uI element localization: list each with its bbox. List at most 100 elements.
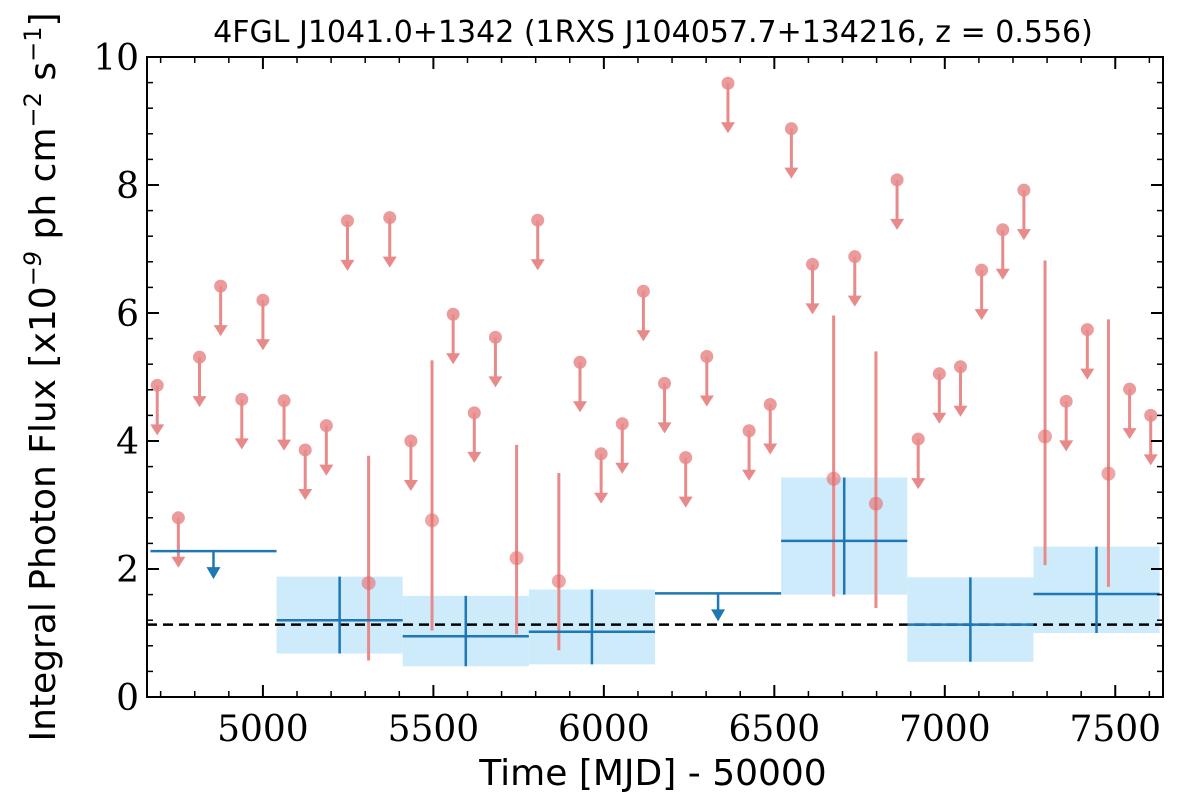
x-tick-label: 7000 [899,709,991,750]
fine-upper-limit-arrow [382,256,397,268]
fine-upper-limit-arrow [1122,428,1137,440]
fine-upper-limit-arrow [636,330,651,342]
y-axis-title-part-4: ] [23,12,64,26]
fine-upper-limit-arrow [594,492,609,504]
chart-title: 4FGL J1041.0+1342 (1RXS J104057.7+134216… [213,15,1093,50]
x-axis-title: Time [MJD] - 50000 [478,753,826,794]
fine-upper-limit-point [1059,394,1073,408]
coarse-bin-series [150,477,1160,667]
fine-detection-point [1101,466,1116,481]
y-axis-title-exp-3: −1 [19,27,47,62]
fine-upper-limit-arrow [1143,454,1158,466]
fine-upper-limit-point [594,447,608,461]
fine-upper-limit-point [1080,323,1094,337]
x-tick-label: 5500 [388,709,480,750]
fine-upper-limit-arrow [1016,229,1031,241]
y-tick-label: 6 [116,294,139,335]
fine-upper-limit-point [467,406,481,420]
fine-upper-limit-point [488,330,502,344]
fine-upper-limit-point [573,355,587,369]
fine-upper-limit-arrow [150,424,165,436]
fine-upper-limit-point [806,257,820,271]
fine-upper-limit-arrow [213,325,228,337]
y-tick-label: 10 [93,38,139,79]
fine-upper-limit-arrow [911,478,926,490]
fine-upper-limit-point [193,350,207,364]
fine-upper-limit-arrow [847,295,862,307]
fine-upper-limit-arrow [805,303,820,315]
fine-upper-limit-point [298,443,312,457]
fine-detection-point [826,471,841,486]
fine-upper-limit-point [658,376,672,390]
x-tick-label: 6500 [729,709,821,750]
fine-detection-point [551,574,566,589]
fine-upper-limit-arrow [615,462,630,474]
fine-upper-limit-arrow [699,395,714,407]
y-axis-title-exp-2: −2 [19,92,47,127]
fine-bin-series [150,76,1158,661]
y-axis-title-part-3: s [23,62,64,92]
fine-upper-limit-arrow [784,167,799,179]
fine-upper-limit-arrow [953,405,968,417]
y-axis-title-part-1: Integral Photon Flux [x10 [23,286,64,741]
fine-upper-limit-arrow [530,259,545,271]
fine-upper-limit-point [1144,408,1158,422]
fine-upper-limit-arrow [234,438,249,450]
fine-upper-limit-point [1017,183,1031,197]
y-axis-title-exp-1: −9 [19,251,47,286]
fine-upper-limit-point [404,434,418,448]
fine-upper-limit-arrow [488,376,503,388]
fine-detection-point [509,551,524,566]
coarse-upper-limit-arrow [206,567,221,580]
fine-upper-limit-arrow [974,309,989,321]
fine-upper-limit-point [150,378,164,392]
fine-detection-point [425,513,440,528]
fine-upper-limit-arrow [932,412,947,424]
fine-upper-limit-arrow [742,469,757,481]
fine-upper-limit-arrow [446,353,461,365]
fine-upper-limit-arrow [255,339,270,351]
fine-detection-point [361,576,376,591]
fine-upper-limit-arrow [467,451,482,463]
coarse-bin-bands [276,477,1160,667]
fine-upper-limit-arrow [995,268,1010,280]
fine-upper-limit-point [784,122,798,136]
fine-upper-limit-point [679,451,693,465]
axes-ticks: 5000 5500 6000 6500 7000 7500 0 2 4 6 8 10 [93,38,1163,750]
fine-upper-limit-arrow [1080,368,1095,380]
y-tick-label: 2 [116,550,139,591]
fine-upper-limit-arrow [171,556,186,568]
x-tick-label: 7500 [1069,709,1161,750]
fine-upper-limit-arrow [720,122,735,134]
fine-upper-limit-point [277,394,291,408]
y-tick-label: 4 [116,422,139,463]
fine-upper-limit-arrow [319,464,334,476]
fine-upper-limit-arrow [657,422,672,434]
fine-upper-limit-point [996,223,1010,237]
fine-upper-limit-arrow [572,401,587,413]
fine-upper-limit-point [340,214,354,228]
x-tick-label: 6000 [558,709,650,750]
fine-upper-limit-arrow [890,218,905,230]
coarse-upper-limit-arrow [711,609,726,622]
fine-upper-limit-point [615,417,629,431]
fine-upper-limit-arrow [678,496,693,508]
fine-upper-limit-point [911,432,925,446]
fine-upper-limit-point [932,367,946,381]
fine-upper-limit-point [848,250,862,264]
fine-upper-limit-arrow [403,480,418,491]
fine-upper-limit-point [721,76,735,90]
fine-upper-limit-point [214,279,228,293]
fine-upper-limit-point [235,392,249,406]
fine-upper-limit-arrow [340,259,355,271]
fine-upper-limit-point [763,398,777,412]
y-axis-title-part-2: ph cm [23,127,64,250]
fine-upper-limit-point [742,424,756,438]
fine-upper-limit-arrow [763,443,778,455]
y-tick-label: 8 [116,166,139,207]
fine-upper-limit-arrow [192,396,207,408]
fine-upper-limit-point [383,211,397,225]
fine-upper-limit-point [319,419,333,433]
fine-detection-point [1038,429,1053,444]
